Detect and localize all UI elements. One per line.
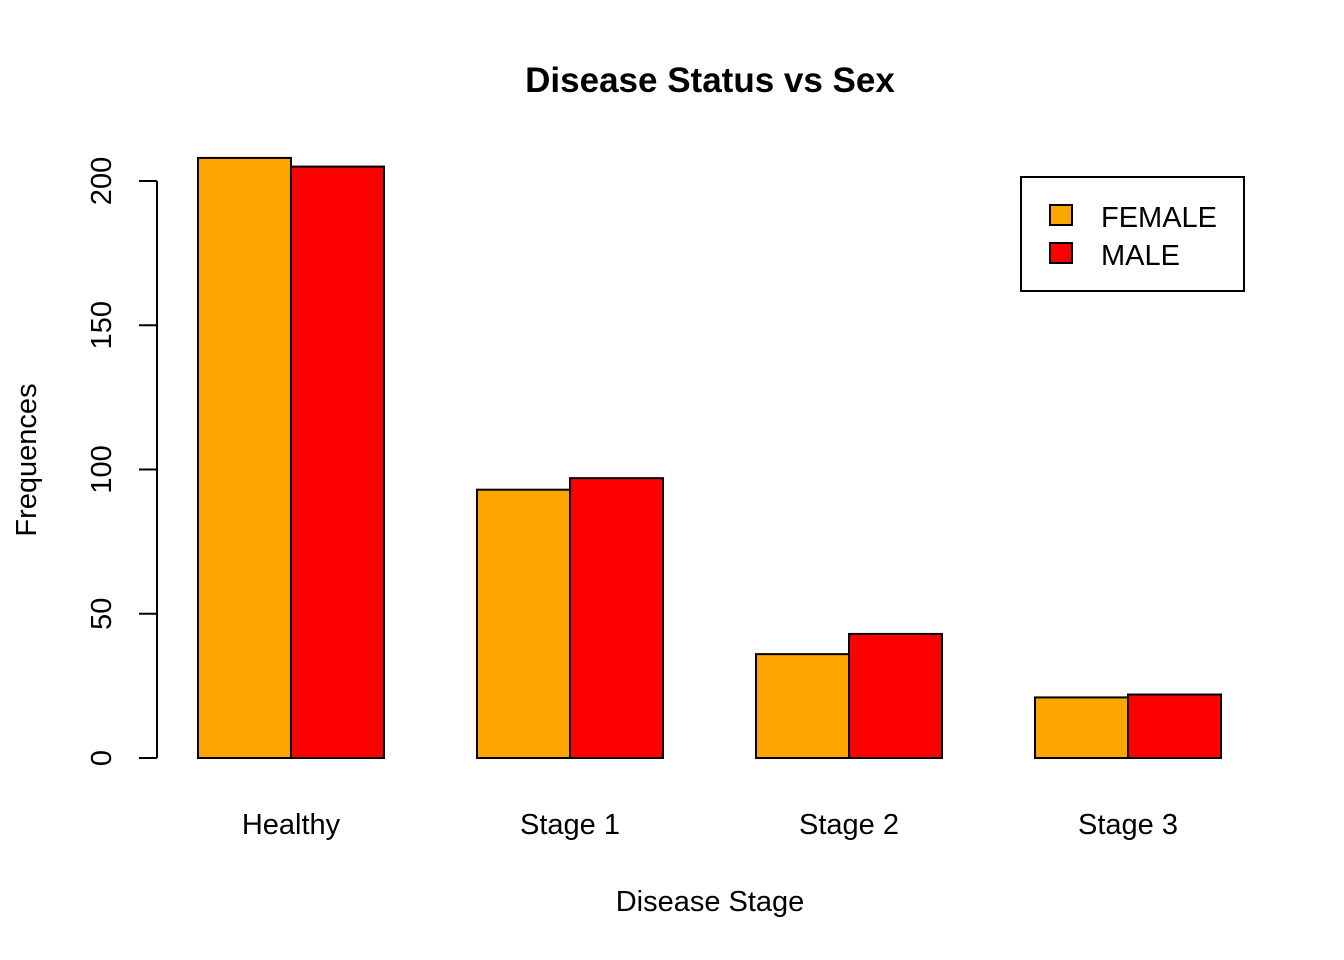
y-axis: 0 50 100 150 200 <box>86 157 158 766</box>
y-tick-label: 200 <box>86 157 118 205</box>
bar-female-stage-1 <box>476 488 571 759</box>
x-tick-label: Stage 3 <box>1078 809 1178 841</box>
bars-group <box>197 156 1222 760</box>
y-tick-label: 0 <box>86 750 118 766</box>
y-tick-label: 50 <box>86 598 118 630</box>
legend-label-male: MALE <box>1101 240 1180 272</box>
x-tick-label: Stage 2 <box>799 809 899 841</box>
bar-male-stage-2 <box>848 632 943 760</box>
bar-male-healthy <box>290 165 385 759</box>
x-tick-label: Stage 1 <box>520 809 620 841</box>
bar-male-stage-1 <box>569 477 664 759</box>
y-tick-label: 150 <box>86 301 118 349</box>
bar-female-stage-2 <box>755 653 850 760</box>
legend-swatch-female <box>1049 204 1073 226</box>
bar-male-stage-3 <box>1127 693 1222 760</box>
legend-swatch-male <box>1049 242 1073 264</box>
x-axis-label: Disease Stage <box>616 886 805 918</box>
legend-box <box>1020 176 1245 292</box>
y-axis-label: Frequences <box>11 383 43 536</box>
y-tick-label: 100 <box>86 445 118 493</box>
chart-title: Disease Status vs Sex <box>525 61 895 100</box>
bar-female-healthy <box>197 156 292 760</box>
legend: FEMALE MALE <box>1020 176 1245 292</box>
legend-label-female: FEMALE <box>1101 202 1217 234</box>
bar-female-stage-3 <box>1034 696 1129 759</box>
x-tick-labels: Healthy Stage 1 Stage 2 Stage 3 <box>242 809 1178 841</box>
x-tick-label: Healthy <box>242 809 341 841</box>
